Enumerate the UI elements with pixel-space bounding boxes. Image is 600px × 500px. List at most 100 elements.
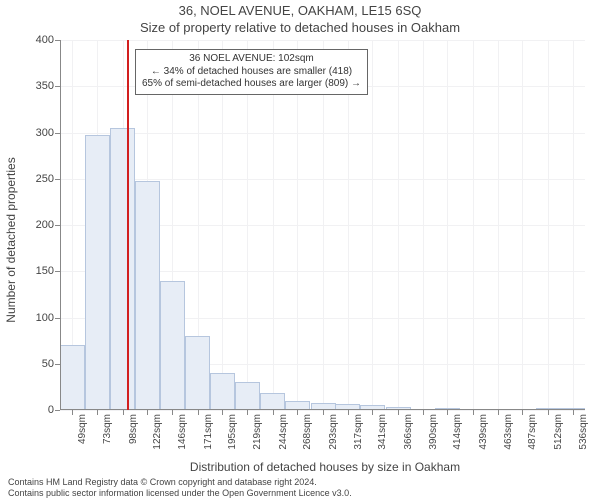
vgrid-line [247,40,248,410]
y-tick-mark [55,179,60,180]
annotation-line3: 65% of semi-detached houses are larger (… [142,78,361,91]
y-tick-label: 200 [36,219,54,231]
y-tick-mark [55,86,60,87]
y-tick-label: 400 [36,34,54,46]
x-tick-label: 512sqm [553,414,564,450]
x-tick-mark [398,410,399,415]
vgrid-line [323,40,324,410]
x-tick-mark [498,410,499,415]
y-tick-mark [55,225,60,226]
x-tick-label: 341sqm [377,414,388,450]
x-tick-label: 98sqm [128,414,139,444]
x-tick-label: 439sqm [478,414,489,450]
histogram-bar [85,135,110,410]
vgrid-line [273,40,274,410]
histogram-bar [210,373,235,410]
x-tick-mark [222,410,223,415]
x-tick-mark [172,410,173,415]
reference-line [127,40,129,410]
x-tick-mark [473,410,474,415]
x-tick-label: 366sqm [403,414,414,450]
vgrid-line [372,40,373,410]
y-axis-line [60,40,61,410]
y-tick-mark [55,271,60,272]
chart-subtitle: Size of property relative to detached ho… [0,20,600,35]
vgrid-line [423,40,424,410]
annotation-line2: ← 34% of detached houses are smaller (41… [142,66,361,79]
y-tick-mark [55,318,60,319]
x-tick-mark [372,410,373,415]
chart-title: 36, NOEL AVENUE, OAKHAM, LE15 6SQ [0,3,600,18]
vgrid-line [447,40,448,410]
vgrid-line [398,40,399,410]
x-tick-mark [147,410,148,415]
y-tick-label: 250 [36,173,54,185]
footer: Contains HM Land Registry data © Crown c… [8,477,592,498]
y-tick-mark [55,410,60,411]
vgrid-line [498,40,499,410]
y-tick-mark [55,40,60,41]
x-tick-label: 268sqm [302,414,313,450]
y-axis-label: Number of detached properties [4,35,18,445]
y-tick-label: 0 [48,404,54,416]
x-tick-label: 244sqm [278,414,289,450]
vgrid-line [573,40,574,410]
x-tick-label: 171sqm [203,414,214,450]
histogram-bar [160,281,185,411]
histogram-bar [185,336,210,410]
x-tick-label: 73sqm [102,414,113,444]
vgrid-line [548,40,549,410]
x-tick-mark [447,410,448,415]
x-tick-label: 536sqm [578,414,589,450]
x-tick-mark [247,410,248,415]
x-tick-mark [72,410,73,415]
x-tick-mark [198,410,199,415]
y-tick-mark [55,364,60,365]
histogram-bar [110,128,135,410]
x-tick-mark [548,410,549,415]
x-tick-mark [97,410,98,415]
x-tick-mark [323,410,324,415]
vgrid-line [222,40,223,410]
x-tick-label: 122sqm [152,414,163,450]
x-tick-label: 414sqm [452,414,463,450]
histogram-bar [235,382,260,410]
histogram-bar [135,181,160,410]
x-tick-label: 317sqm [353,414,364,450]
x-axis-label: Distribution of detached houses by size … [60,460,590,474]
x-tick-label: 146sqm [177,414,188,450]
y-tick-label: 300 [36,127,54,139]
histogram-bar [60,345,85,410]
y-tick-mark [55,133,60,134]
y-tick-label: 350 [36,80,54,92]
vgrid-line [297,40,298,410]
chart-root: 36, NOEL AVENUE, OAKHAM, LE15 6SQ Size o… [0,0,600,500]
x-tick-label: 195sqm [227,414,238,450]
x-tick-mark [423,410,424,415]
x-tick-mark [573,410,574,415]
x-tick-mark [522,410,523,415]
footer-line1: Contains HM Land Registry data © Crown c… [8,477,592,487]
x-tick-mark [273,410,274,415]
annotation-line1: 36 NOEL AVENUE: 102sqm [142,53,361,66]
x-tick-label: 487sqm [527,414,538,450]
vgrid-line [522,40,523,410]
x-tick-label: 463sqm [503,414,514,450]
x-tick-mark [123,410,124,415]
y-tick-label: 150 [36,265,54,277]
x-tick-label: 293sqm [328,414,339,450]
x-tick-label: 49sqm [77,414,88,444]
plot-area: 050100150200250300350400 49sqm73sqm98sqm… [60,40,585,410]
vgrid-line [473,40,474,410]
y-tick-label: 50 [42,358,54,370]
vgrid-line [348,40,349,410]
footer-line2: Contains public sector information licen… [8,488,592,498]
annotation-box: 36 NOEL AVENUE: 102sqm ← 34% of detached… [135,49,368,95]
y-tick-label: 100 [36,312,54,324]
x-tick-label: 390sqm [428,414,439,450]
histogram-bar [260,393,285,410]
x-tick-mark [348,410,349,415]
plot-inner: 050100150200250300350400 49sqm73sqm98sqm… [60,40,585,410]
x-tick-label: 219sqm [252,414,263,450]
x-tick-mark [297,410,298,415]
